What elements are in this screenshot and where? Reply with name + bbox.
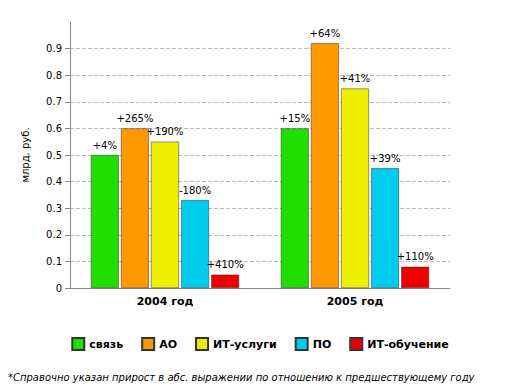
svg-text:0.4: 0.4 xyxy=(46,176,62,187)
svg-text:АО: АО xyxy=(159,338,177,351)
svg-text:2004 год: 2004 год xyxy=(137,295,194,308)
svg-text:связь: связь xyxy=(89,338,123,351)
svg-text:+190%: +190% xyxy=(147,126,184,137)
svg-text:+4%: +4% xyxy=(93,140,117,151)
svg-text:+41%: +41% xyxy=(340,73,371,84)
svg-text:0.9: 0.9 xyxy=(46,43,62,54)
svg-text:0.6: 0.6 xyxy=(46,123,62,134)
svg-text:ПО: ПО xyxy=(313,338,332,351)
svg-text:0.7: 0.7 xyxy=(46,96,62,107)
svg-text:ИТ-обучение: ИТ-обучение xyxy=(367,338,448,351)
svg-text:-180%: -180% xyxy=(179,185,211,196)
svg-text:2005 год: 2005 год xyxy=(327,295,384,308)
svg-text:млрд. руб.: млрд. руб. xyxy=(20,127,31,182)
svg-text:0.8: 0.8 xyxy=(46,70,62,81)
svg-text:0.1: 0.1 xyxy=(46,256,62,267)
svg-text:0.3: 0.3 xyxy=(46,203,62,214)
svg-text:+265%: +265% xyxy=(116,113,153,124)
svg-text:+110%: +110% xyxy=(397,251,434,262)
svg-text:0.2: 0.2 xyxy=(46,229,62,240)
svg-text:ИТ-услуги: ИТ-услуги xyxy=(213,338,277,351)
svg-text:0.5: 0.5 xyxy=(46,150,62,161)
svg-text:+15%: +15% xyxy=(280,113,311,124)
svg-text:+410%: +410% xyxy=(207,259,244,270)
svg-text:+64%: +64% xyxy=(310,28,341,39)
svg-text:*Справочно указан прирост в аб: *Справочно указан прирост в абс. выражен… xyxy=(8,372,476,383)
svg-text:+39%: +39% xyxy=(370,153,401,164)
svg-text:0: 0 xyxy=(56,283,62,294)
